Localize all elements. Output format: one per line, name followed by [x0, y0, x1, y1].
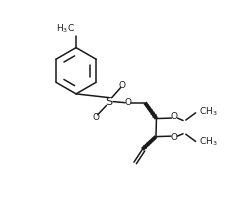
- Text: O: O: [124, 98, 131, 107]
- Text: O: O: [171, 133, 178, 142]
- Text: O: O: [119, 81, 126, 90]
- Text: H$_3$C: H$_3$C: [56, 23, 75, 35]
- Text: O: O: [92, 113, 99, 122]
- Text: S: S: [105, 97, 113, 107]
- Text: CH$_3$: CH$_3$: [199, 106, 218, 118]
- Text: O: O: [171, 112, 178, 121]
- Text: CH$_3$: CH$_3$: [199, 136, 218, 148]
